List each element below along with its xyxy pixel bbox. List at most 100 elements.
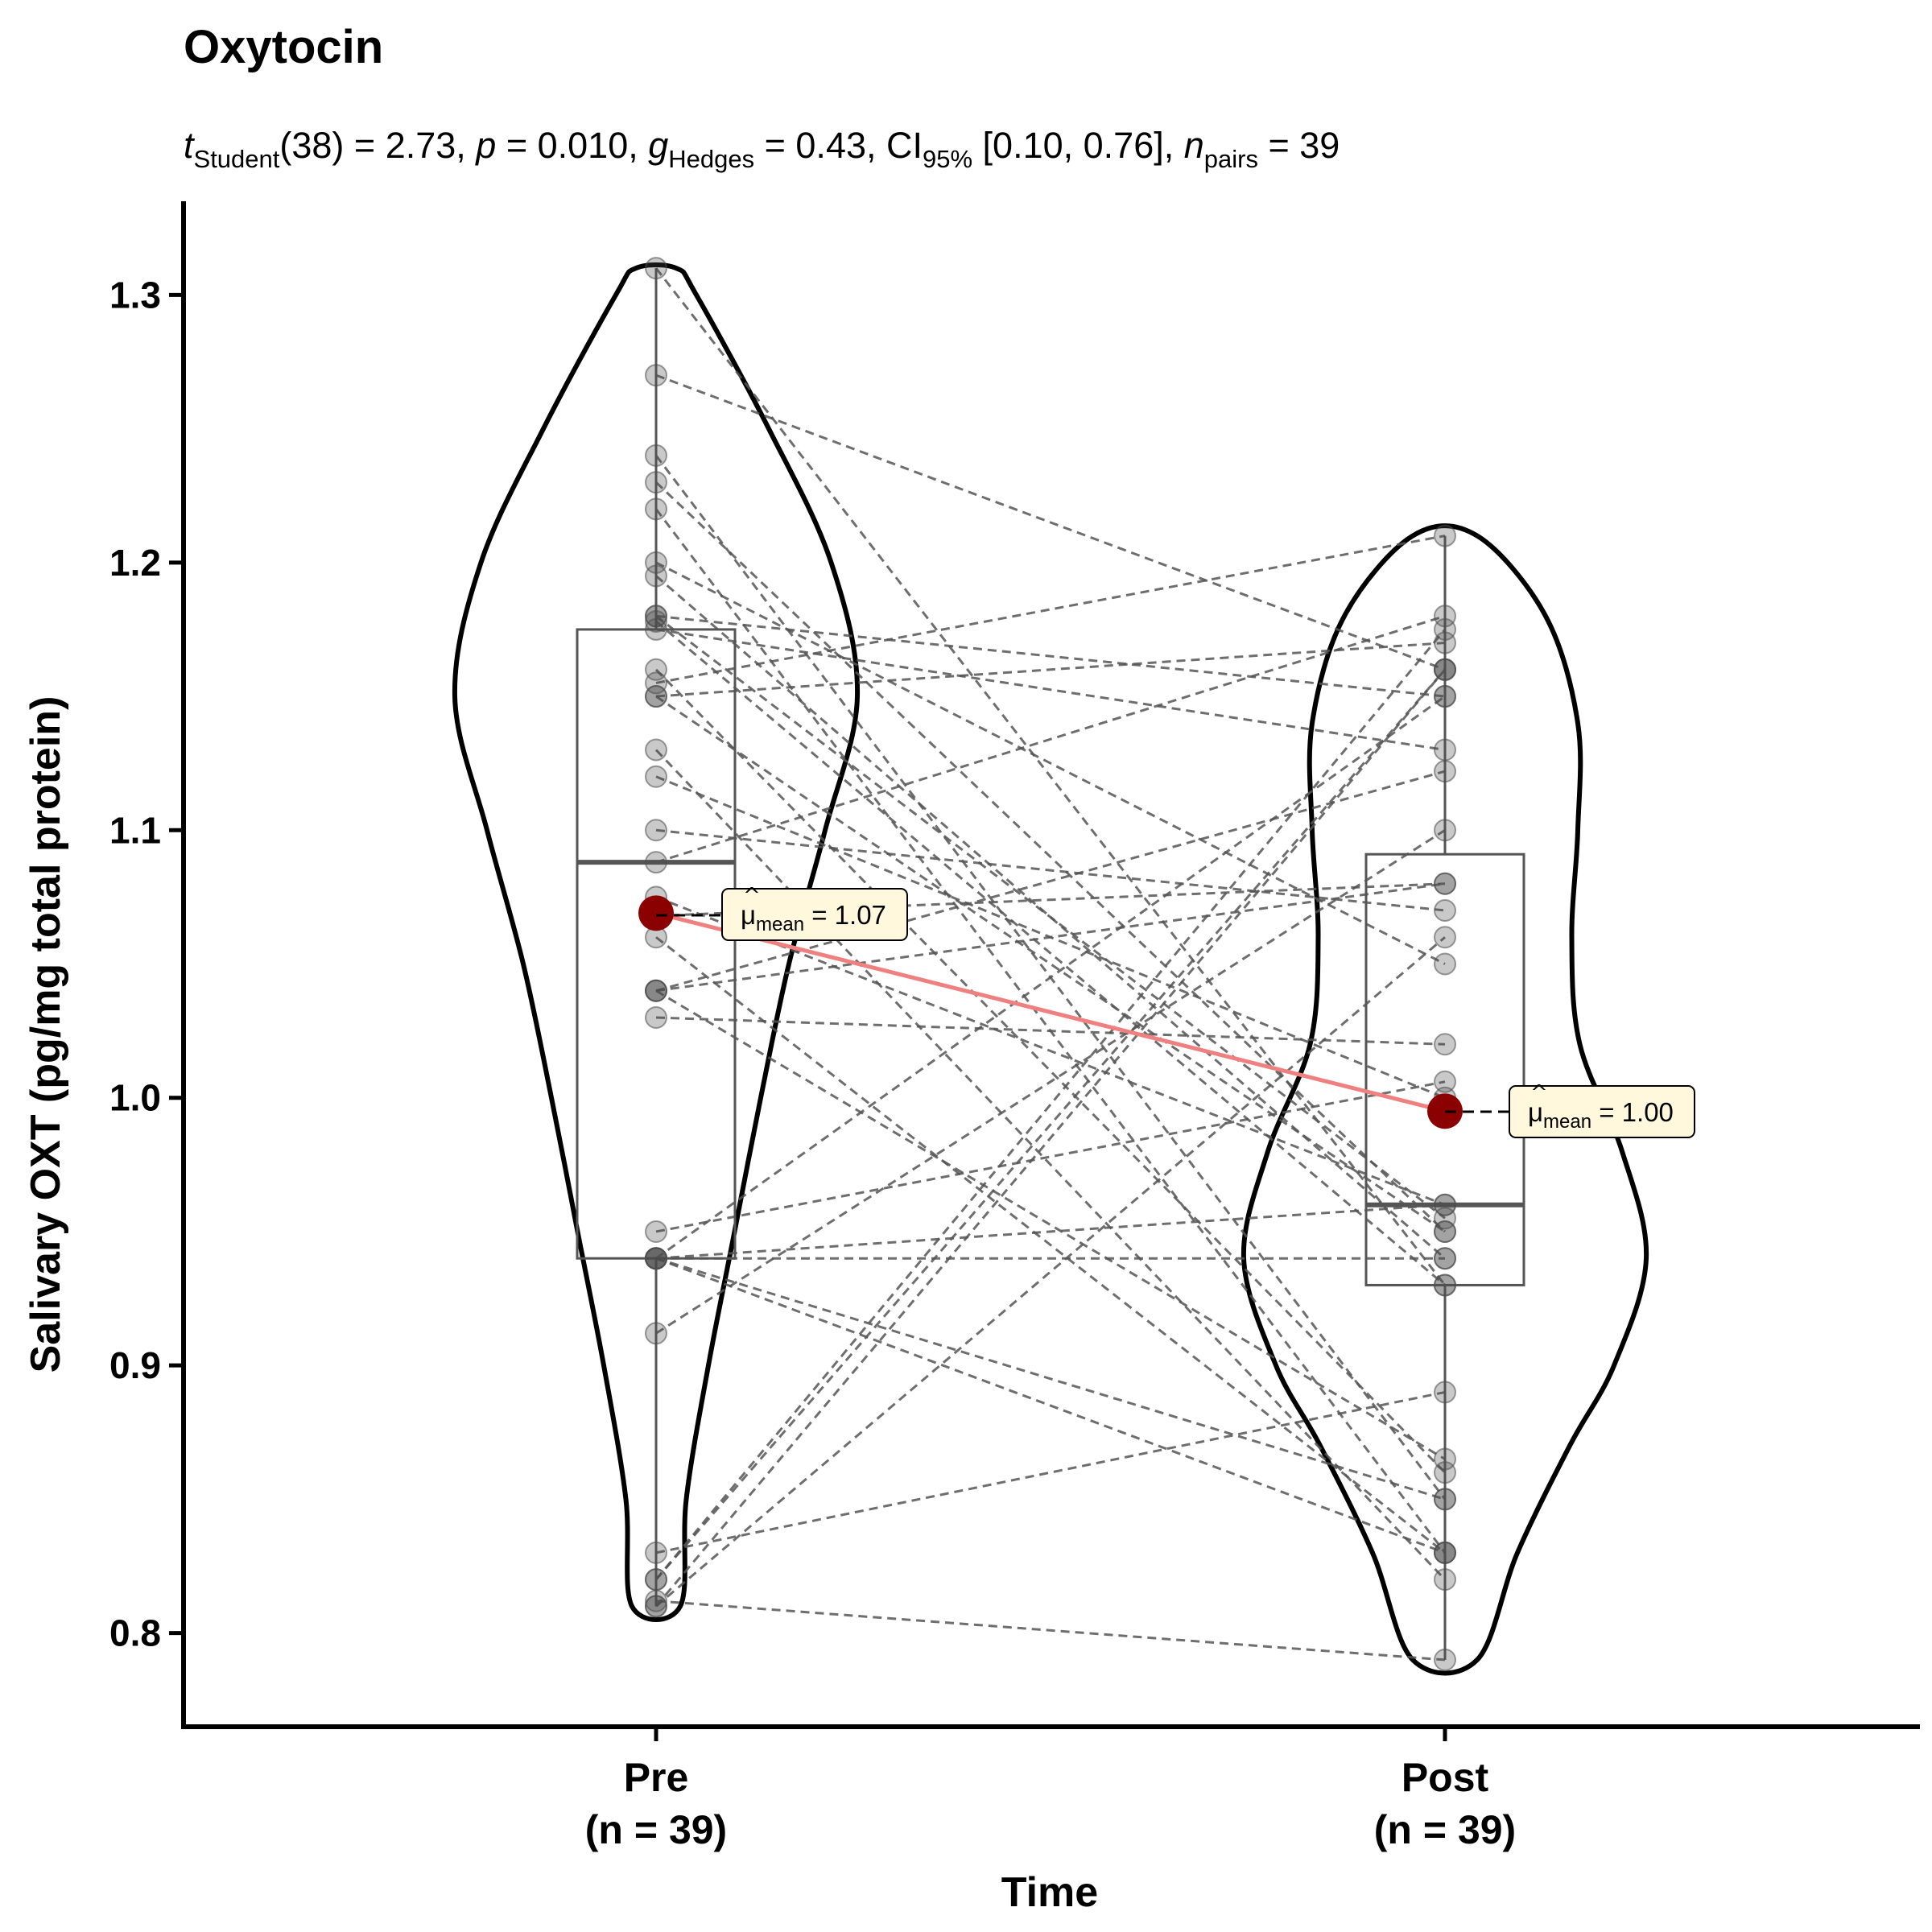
pair-line (654, 668, 1447, 1608)
mean-point-pre (638, 895, 674, 931)
point-pre (645, 819, 667, 842)
pair-line (655, 1016, 1446, 1046)
mean-label-box (1509, 1085, 1695, 1138)
pair-line (654, 749, 1447, 1581)
pair-line (655, 1257, 1446, 1501)
mean-value: = 1.00 (1591, 1097, 1674, 1127)
point-pre (645, 364, 667, 387)
pair-line (655, 936, 1446, 1608)
pair-line (655, 1600, 1446, 1662)
y-tick-label: 1.1 (109, 809, 161, 851)
pair-line (655, 829, 1446, 1335)
pair-line (655, 895, 1446, 1207)
category-name: Pre (624, 1755, 689, 1800)
pair-line (655, 1257, 1446, 1554)
pair-line (655, 642, 1446, 698)
point-post (1434, 1220, 1456, 1243)
point-post (1434, 926, 1456, 949)
mean-sub: mean (1543, 1111, 1591, 1133)
point-post (1434, 1541, 1456, 1564)
point-pre (645, 979, 667, 1002)
point-post (1434, 760, 1456, 783)
pair-line (655, 535, 1446, 684)
boxplots (576, 268, 1525, 1660)
violin-pre (452, 262, 861, 1623)
p-symbol: p (474, 125, 496, 166)
point-pre (645, 471, 667, 494)
point-pre (645, 1247, 667, 1270)
pair-line (655, 936, 1446, 1554)
mean-sub: mean (756, 914, 804, 935)
mean-label-text: μmean = 1.07 (741, 900, 886, 935)
point-pre (645, 605, 667, 628)
point-post (1434, 1247, 1456, 1270)
category-count: (n = 39) (1374, 1807, 1516, 1852)
point-post (1434, 738, 1456, 762)
paired-lines (654, 267, 1447, 1662)
point-pre (645, 1568, 667, 1591)
mean-label-pre: ^ μmean = 1.07 (656, 884, 908, 941)
point-post (1434, 1274, 1456, 1297)
mean-markers (638, 895, 1463, 1129)
ci-text: [0.10, 0.76], (972, 125, 1184, 166)
pair-line (655, 1390, 1446, 1554)
pair-line (655, 989, 1446, 1460)
pair-line (655, 695, 1446, 1260)
y-tick-label: 0.9 (109, 1344, 161, 1386)
g-subscript: Hedges (668, 145, 754, 173)
pair-line (655, 614, 1446, 864)
point-post (1434, 658, 1456, 681)
point-post (1434, 899, 1456, 923)
point-post (1434, 1381, 1456, 1404)
y-tick-label: 1.2 (109, 542, 161, 584)
point-pre (645, 609, 667, 633)
x-category-post: Post (n = 39) (1374, 1755, 1516, 1852)
data-points (645, 257, 1456, 1671)
mean-mu: μ (741, 900, 756, 930)
pair-line (655, 1203, 1446, 1260)
point-pre (645, 685, 667, 708)
pair-line (654, 668, 1447, 1474)
point-post (1434, 872, 1456, 895)
point-pre (645, 1541, 667, 1564)
point-post (1434, 1648, 1456, 1671)
point-post (1434, 819, 1456, 842)
t-subscript: Student (194, 145, 280, 173)
point-pre (645, 1595, 667, 1618)
y-tick-label: 1.3 (109, 274, 161, 316)
point-post (1434, 952, 1456, 976)
y-tick-label: 1.0 (109, 1077, 161, 1119)
mean-label-text: μmean = 1.00 (1528, 1097, 1674, 1133)
pair-line (655, 615, 1446, 1220)
pair-line (655, 1080, 1446, 1233)
ci-subscript: 95% (923, 145, 972, 173)
category-count: (n = 39) (585, 1807, 727, 1852)
point-pre (645, 257, 667, 280)
point-post (1434, 617, 1456, 641)
point-pre (645, 444, 667, 467)
x-axis-title: Time (1001, 1869, 1098, 1916)
pair-line (655, 882, 1446, 993)
y-axis-title: Salivary OXT (pg/mg total protein) (23, 696, 69, 1373)
n-text: = 39 (1258, 125, 1340, 166)
point-post (1434, 1488, 1456, 1511)
mean-mu: μ (1528, 1097, 1543, 1127)
point-pre (645, 1005, 667, 1029)
point-pre (645, 1322, 667, 1345)
pair-line (655, 628, 1446, 752)
point-post (1434, 1033, 1456, 1056)
mean-value: = 1.07 (804, 900, 886, 930)
point-pre (645, 564, 667, 588)
pair-line (655, 374, 1446, 671)
pair-line (654, 628, 1447, 1581)
violin-post (1241, 523, 1649, 1676)
violins (452, 262, 1649, 1676)
axes: 0.8 0.9 1.0 1.1 1.2 1.3 (109, 201, 1920, 1741)
y-tick-label: 0.8 (109, 1612, 161, 1654)
pair-line (655, 828, 1446, 912)
pair-line (655, 770, 1446, 993)
mean-label-post: ^ μmean = 1.00 (1445, 1081, 1695, 1138)
pair-line (655, 620, 1446, 1286)
n-symbol: n (1184, 125, 1204, 166)
